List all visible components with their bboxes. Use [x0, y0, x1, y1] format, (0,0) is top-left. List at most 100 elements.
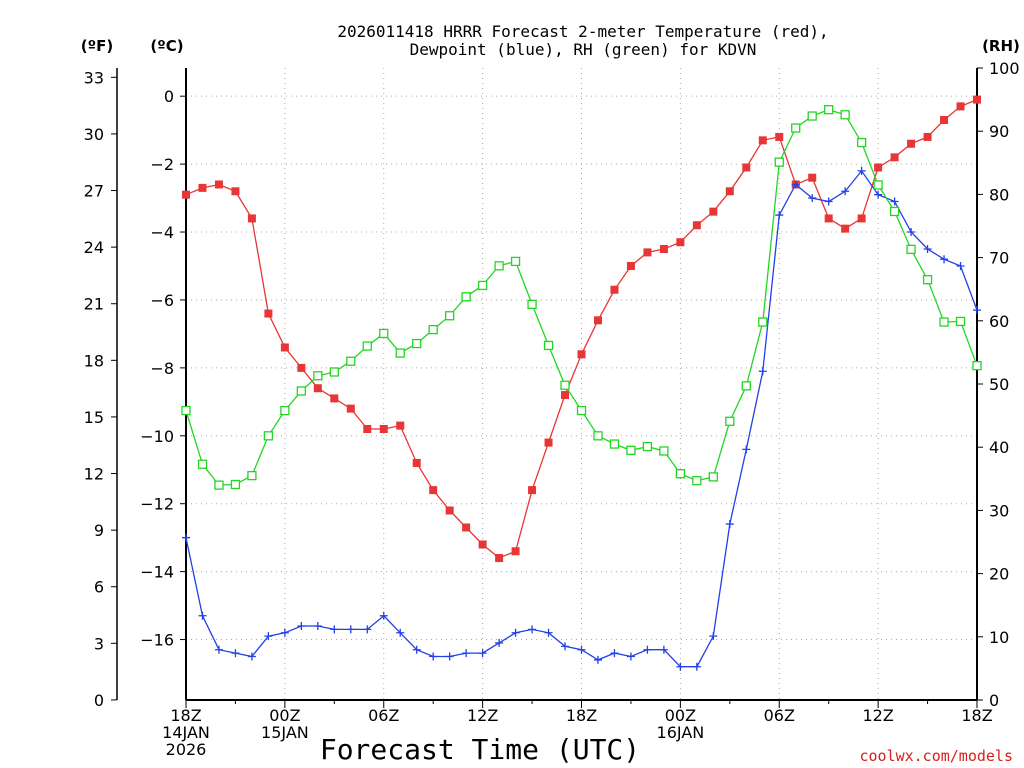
dewpoint-point [791, 180, 800, 189]
temperature-point [940, 115, 949, 124]
rh-point [675, 469, 686, 479]
time-tick-label: 12Z [467, 706, 498, 725]
dewpoint-point [396, 628, 405, 637]
dewpoint-point [907, 228, 916, 237]
rh-point [774, 157, 784, 167]
rh-point [263, 431, 274, 441]
rh-tick-label: 30 [989, 501, 1009, 520]
fahrenheit-tick-label: 0 [94, 691, 104, 710]
rh-point [609, 439, 620, 449]
rh-point [346, 356, 356, 366]
rh-point [197, 459, 208, 469]
fahrenheit-tick-label: 15 [84, 408, 104, 427]
temperature-point [973, 95, 981, 104]
rh-point [296, 386, 307, 396]
rh-point [379, 328, 389, 339]
temperature-point [198, 183, 207, 192]
time-tick-label: 00Z [665, 706, 696, 725]
temperature-point [626, 261, 635, 270]
dewpoint-point [923, 245, 932, 254]
rh-tick-label: 80 [989, 185, 1009, 204]
dewpoint-point [940, 255, 949, 264]
fahrenheit-tick-label: 6 [94, 578, 104, 597]
dewpoint-point [676, 662, 685, 671]
rh-point [659, 446, 669, 456]
dewpoint-point [544, 628, 553, 637]
rh-point [362, 341, 372, 351]
time-tick-label: 16JAN [657, 723, 705, 742]
celsius-tick-label: −8 [150, 359, 174, 378]
temperature-point [676, 238, 685, 247]
rh-point [856, 137, 867, 148]
temperature-point [330, 394, 339, 403]
temperature-point [725, 187, 734, 196]
fahrenheit-axis: 0 3 6 9 12 15 18 21 24 27 30 33 [84, 68, 118, 710]
rh-axis: 0 10 20 30 40 50 60 70 80 90 100 [977, 59, 1020, 710]
dewpoint-point [363, 625, 372, 634]
time-tick-label: 00Z [269, 706, 300, 725]
temperature-point [758, 136, 767, 145]
rh-point [576, 405, 587, 416]
rh-point [428, 324, 438, 335]
temperature-point [857, 214, 866, 223]
rh-point [824, 105, 834, 115]
temperature-point [313, 384, 322, 393]
temperature-point [907, 139, 916, 148]
rh-tick-label: 40 [989, 438, 1009, 457]
rh-point [758, 317, 768, 327]
time-tick-label: 06Z [368, 706, 399, 725]
chart-title: 2026011418 HRRR Forecast 2-meter Tempera… [337, 22, 828, 41]
rh-point [725, 416, 735, 426]
series-2-meter-temperature [182, 95, 981, 563]
rh-point [889, 206, 900, 217]
rh-tick-label: 60 [989, 312, 1009, 331]
rh-point [313, 371, 323, 381]
rh-tick-label: 10 [989, 628, 1009, 647]
time-tick-label: 14JAN [162, 723, 210, 742]
temperature-point [528, 486, 537, 495]
dewpoint-point [561, 642, 570, 651]
dewpoint-point [346, 625, 355, 634]
rh-point [840, 110, 850, 120]
dewpoint-point [758, 367, 767, 376]
rh-tick-label: 90 [989, 122, 1009, 141]
temperature-point [412, 458, 421, 467]
dewpoint-point [890, 197, 899, 206]
celsius-tick-label: −10 [140, 427, 174, 446]
temperature-point [709, 207, 718, 216]
dewpoint-point [577, 645, 586, 654]
celsius-tick-label: 0 [164, 87, 174, 106]
temperature-point [280, 343, 289, 352]
celsius-tick-label: −2 [150, 155, 174, 174]
temperature-point [610, 285, 619, 294]
fahrenheit-tick-label: 9 [94, 521, 104, 540]
fahrenheit-tick-label: 12 [84, 465, 104, 484]
time-tick-label: 15JAN [261, 723, 309, 742]
fahrenheit-unit-label: (ºF) [81, 37, 113, 55]
dewpoint-point [841, 187, 850, 196]
rh-tick-label: 70 [989, 249, 1009, 268]
x-axis-label: Forecast Time (UTC) [320, 733, 640, 766]
temperature-point [511, 547, 520, 556]
dewpoint-point [412, 645, 421, 654]
rh-tick-label: 50 [989, 375, 1009, 394]
dewpoint-point [824, 197, 833, 206]
rh-point [412, 338, 422, 349]
time-tick-label: 2026 [166, 740, 207, 759]
dewpoint-point [692, 662, 701, 671]
rh-point [939, 317, 949, 327]
temperature-point [182, 190, 190, 199]
dewpoint-point [182, 533, 190, 542]
temperature-point [544, 438, 553, 447]
dewpoint-point [742, 445, 751, 454]
rh-point [445, 311, 455, 321]
time-tick-label: 06Z [764, 706, 795, 725]
dewpoint-point [593, 655, 602, 664]
rh-point [527, 299, 537, 310]
rh-point [280, 405, 290, 416]
temperature-point [346, 404, 355, 413]
rh-point [329, 367, 339, 377]
temperature-point [297, 363, 306, 372]
